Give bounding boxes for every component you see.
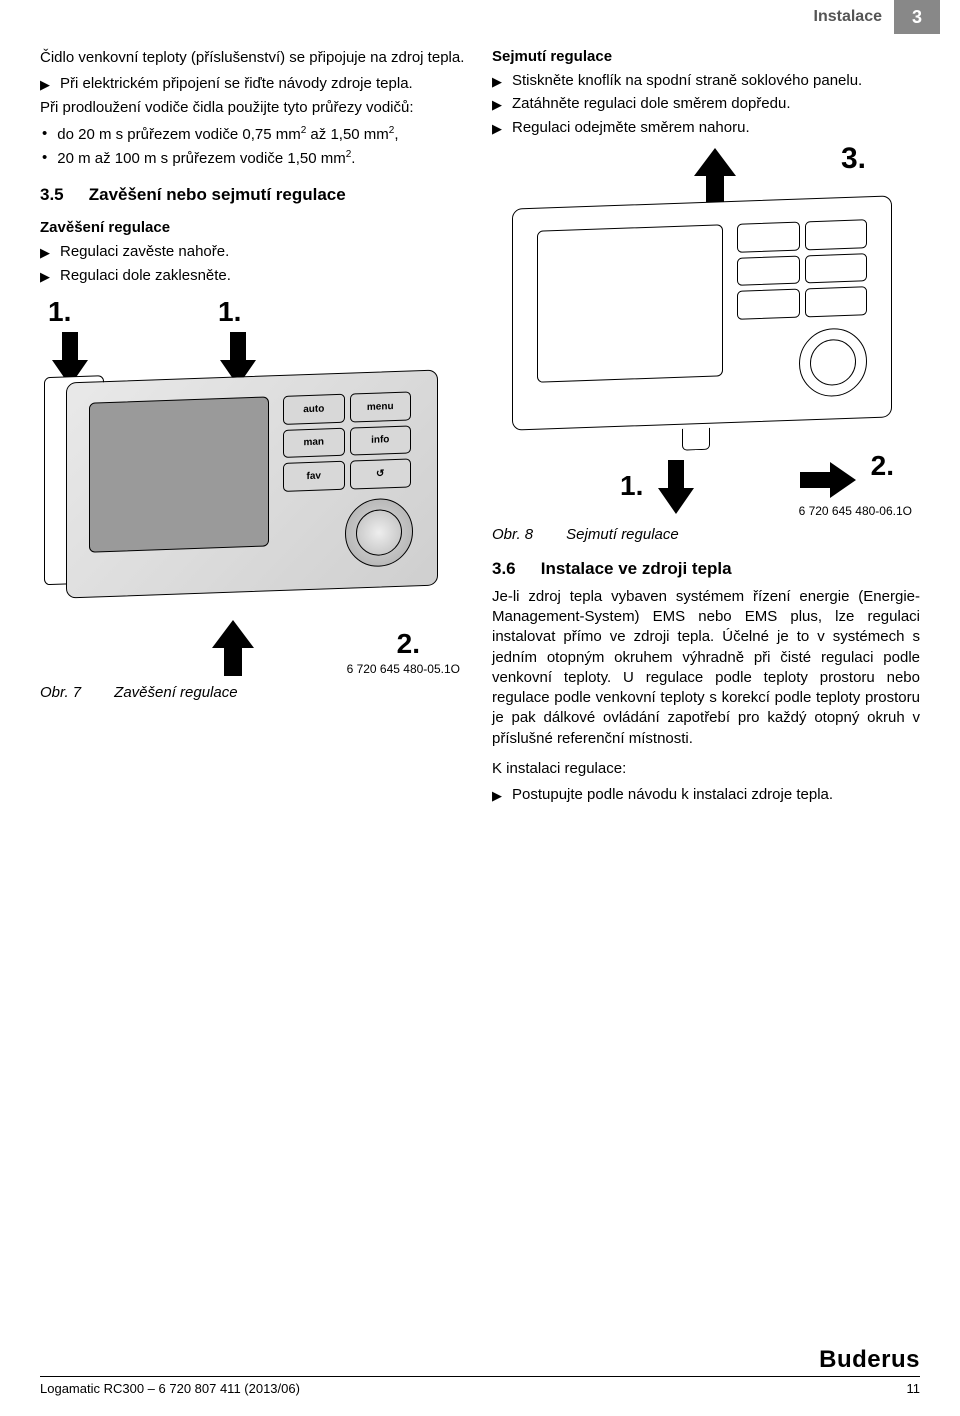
left-column: Čidlo venkovní teploty (příslušenství) s… bbox=[40, 48, 468, 808]
section-3-6: 3.6 Instalace ve zdroji tepla bbox=[492, 559, 920, 579]
triangle-icon: ▶ bbox=[40, 76, 50, 94]
rotary-dial bbox=[345, 497, 413, 567]
device-illustration: auto menu man info fav ↺ bbox=[66, 369, 438, 612]
fig7-label-1a: 1. bbox=[48, 296, 71, 328]
arrow-up-icon bbox=[692, 148, 738, 204]
sec36-num: 3.6 bbox=[492, 559, 536, 579]
display-screen bbox=[537, 224, 723, 382]
sej-b2: ▶ Zatáhněte regulaci dole směrem dopředu… bbox=[492, 94, 920, 114]
display-screen bbox=[89, 396, 269, 552]
p36: Je-li zdroj tepla vybaven systémem řízen… bbox=[492, 587, 920, 749]
btn-fav: fav bbox=[283, 461, 345, 492]
btn-back: ↺ bbox=[350, 459, 412, 490]
fig7-drawing: 1. 1. auto menu man info fav ↺ bbox=[40, 296, 460, 676]
footer-left: Logamatic RC300 – 6 720 807 411 (2013/06… bbox=[40, 1381, 300, 1396]
btn-menu: menu bbox=[350, 391, 412, 422]
sec35-num: 3.5 bbox=[40, 185, 84, 205]
left-d1: • do 20 m s průřezem vodiče 0,75 mm2 až … bbox=[40, 124, 468, 145]
arrow-up-icon bbox=[210, 620, 256, 676]
bullet-dot: • bbox=[42, 124, 47, 144]
p36b: K instalaci regulace: bbox=[492, 759, 920, 779]
content-columns: Čidlo venkovní teploty (příslušenství) s… bbox=[0, 48, 960, 808]
footer-page: 11 bbox=[907, 1381, 921, 1396]
arrow-down-icon bbox=[656, 460, 696, 514]
triangle-icon: ▶ bbox=[492, 787, 502, 805]
fig8-label-2: 2. bbox=[871, 450, 894, 482]
btn-auto: auto bbox=[283, 394, 345, 425]
rotary-dial bbox=[799, 327, 867, 397]
sub-sejmuti: Sejmutí regulace bbox=[492, 48, 920, 65]
right-column: Sejmutí regulace ▶ Stiskněte knoflík na … bbox=[492, 48, 920, 808]
zav-b2: ▶ Regulaci dole zaklesněte. bbox=[40, 266, 468, 286]
page-footer: Logamatic RC300 – 6 720 807 411 (2013/06… bbox=[40, 1376, 920, 1396]
figure-8: 3. bbox=[492, 148, 920, 543]
triangle-icon: ▶ bbox=[492, 96, 502, 114]
btn-blank bbox=[737, 255, 800, 286]
left-d2: • 20 m až 100 m s průřezem vodiče 1,50 m… bbox=[40, 148, 468, 169]
triangle-icon: ▶ bbox=[492, 73, 502, 91]
btn-blank bbox=[805, 286, 868, 317]
btn-info: info bbox=[350, 425, 412, 456]
fig7-label-1b: 1. bbox=[218, 296, 241, 328]
front-panel bbox=[512, 195, 892, 430]
btn-blank bbox=[805, 253, 868, 284]
btn-man: man bbox=[283, 427, 345, 458]
release-clip bbox=[682, 427, 710, 450]
page-header: Instalace 3 bbox=[0, 0, 960, 34]
section-3-5: 3.5 Zavěšení nebo sejmutí regulace bbox=[40, 185, 468, 205]
sub-zaveseni: Zavěšení regulace bbox=[40, 219, 468, 236]
sec36-title: Instalace ve zdroji tepla bbox=[541, 559, 732, 578]
left-b1-text: Při elektrickém připojení se řiďte návod… bbox=[60, 74, 413, 94]
sec35-title: Zavěšení nebo sejmutí regulace bbox=[89, 185, 346, 204]
fig8-caption: Obr. 8 Sejmutí regulace bbox=[492, 526, 920, 543]
p36c: ▶ Postupujte podle návodu k instalaci zd… bbox=[492, 785, 920, 805]
triangle-icon: ▶ bbox=[40, 268, 50, 286]
zav-b1: ▶ Regulaci zavěste nahoře. bbox=[40, 242, 468, 262]
triangle-icon: ▶ bbox=[40, 244, 50, 262]
bullet-dot: • bbox=[42, 148, 47, 168]
header-chapter: 3 bbox=[894, 0, 940, 34]
arrow-right-icon bbox=[800, 460, 856, 500]
sej-b1: ▶ Stiskněte knoflík na spodní straně sok… bbox=[492, 71, 920, 91]
left-p1: Čidlo venkovní teploty (příslušenství) s… bbox=[40, 48, 468, 68]
left-d2-text: 20 m až 100 m s průřezem vodiče 1,50 mm2… bbox=[57, 148, 355, 169]
triangle-icon: ▶ bbox=[492, 120, 502, 138]
left-p2: Při prodloužení vodiče čidla použijte ty… bbox=[40, 98, 468, 118]
left-d1-text: do 20 m s průřezem vodiče 0,75 mm2 až 1,… bbox=[57, 124, 398, 145]
front-panel: auto menu man info fav ↺ bbox=[66, 369, 438, 598]
fig8-drawing: 3. bbox=[492, 148, 912, 518]
fig7-caption: Obr. 7 Zavěšení regulace bbox=[40, 684, 468, 701]
left-b1: ▶ Při elektrickém připojení se řiďte náv… bbox=[40, 74, 468, 94]
button-grid: auto menu man info fav ↺ bbox=[283, 391, 411, 491]
fig8-label-1: 1. bbox=[620, 470, 643, 502]
header-label: Instalace bbox=[814, 8, 882, 26]
button-grid bbox=[737, 219, 867, 320]
brand-logo: Buderus bbox=[819, 1346, 920, 1374]
btn-blank bbox=[805, 219, 868, 250]
btn-blank bbox=[737, 221, 800, 252]
figure-7: 1. 1. auto menu man info fav ↺ bbox=[40, 296, 468, 701]
btn-blank bbox=[737, 289, 800, 320]
fig7-label-2: 2. bbox=[397, 628, 420, 660]
device-illustration-outline bbox=[512, 195, 892, 440]
fig8-label-3: 3. bbox=[841, 142, 866, 176]
sej-b3: ▶ Regulaci odejměte směrem nahoru. bbox=[492, 118, 920, 138]
